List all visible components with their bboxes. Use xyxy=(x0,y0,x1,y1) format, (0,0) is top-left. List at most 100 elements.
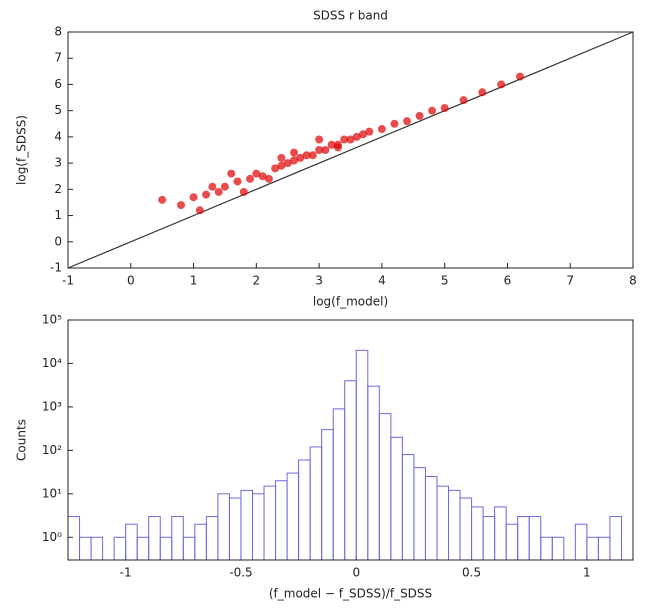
plot-frame xyxy=(67,319,634,561)
point xyxy=(277,161,286,170)
x-tick-label: -1 xyxy=(62,274,74,288)
histogram-bar xyxy=(90,536,104,561)
y-tick-label: 10² xyxy=(42,443,62,457)
histogram-bar xyxy=(263,485,277,561)
histogram-bar xyxy=(113,536,127,561)
histogram-bar xyxy=(413,467,426,561)
point xyxy=(214,187,223,196)
y-tick-label: -1 xyxy=(50,261,62,275)
point xyxy=(333,143,342,152)
histogram-bar xyxy=(390,436,403,561)
point xyxy=(315,135,324,144)
point xyxy=(264,174,273,183)
x-tick-label: 7 xyxy=(566,274,574,288)
point xyxy=(220,182,229,191)
histogram-bar xyxy=(321,429,334,561)
point xyxy=(258,172,267,181)
histogram-bar xyxy=(459,497,473,561)
x-axis-label: log(f_model) xyxy=(313,295,388,309)
x-tick-label: 6 xyxy=(504,274,512,288)
histogram-bar xyxy=(159,536,173,561)
point xyxy=(403,117,411,126)
histogram-bar xyxy=(436,485,450,561)
point xyxy=(346,135,355,144)
point xyxy=(315,146,324,154)
histogram-bar xyxy=(574,523,588,561)
y-tick-label: 10³ xyxy=(42,399,62,413)
point xyxy=(296,153,305,162)
point xyxy=(208,182,217,191)
histogram-bar xyxy=(286,472,300,561)
histogram-bar xyxy=(251,493,265,561)
point xyxy=(365,127,374,136)
y-tick-label: 1 xyxy=(54,208,62,222)
plot-frame xyxy=(67,31,634,269)
point xyxy=(283,159,292,168)
x-tick-label: -0.5 xyxy=(229,566,252,580)
histogram-bar xyxy=(482,516,496,561)
point xyxy=(239,187,248,196)
x-tick-label: 5 xyxy=(441,274,449,288)
histogram-bar xyxy=(275,480,288,561)
x-tick-label: 2 xyxy=(253,274,261,288)
y-tick-label: 7 xyxy=(54,51,62,65)
histogram-bar xyxy=(494,506,507,561)
y-tick-label: 4 xyxy=(54,129,62,143)
y-tick-label: 10⁵ xyxy=(42,313,62,327)
histogram-bar xyxy=(125,523,138,561)
point xyxy=(271,164,280,173)
point xyxy=(478,88,487,97)
y-tick-label: 5 xyxy=(54,103,62,117)
one-to-one-line xyxy=(67,31,634,269)
y-tick-label: 10⁴ xyxy=(42,356,62,370)
histogram-bar xyxy=(586,536,599,561)
point xyxy=(290,156,298,165)
histogram-bar xyxy=(424,476,438,561)
histogram-bar xyxy=(471,506,484,561)
point xyxy=(340,135,349,144)
histogram-bar xyxy=(205,516,219,561)
y-tick-label: 8 xyxy=(54,25,62,39)
point xyxy=(290,148,298,157)
histogram-bar xyxy=(148,516,161,561)
point xyxy=(327,140,336,149)
point xyxy=(158,195,167,204)
chart-title: SDSS r band xyxy=(313,9,388,23)
histogram-bar xyxy=(217,493,230,561)
histogram-bar xyxy=(517,516,530,561)
histogram-bar xyxy=(298,459,311,561)
point xyxy=(302,151,311,160)
histogram-bar xyxy=(344,380,357,561)
point xyxy=(377,125,386,134)
point xyxy=(321,146,330,154)
y-tick-label: 2 xyxy=(54,182,62,196)
histogram-bar xyxy=(378,413,392,561)
y-tick-label: 10¹ xyxy=(42,486,62,500)
histogram-bar xyxy=(367,385,380,561)
histogram-bar xyxy=(597,536,611,561)
histogram-bar xyxy=(355,349,369,561)
x-tick-label: 1 xyxy=(583,566,591,580)
point xyxy=(308,151,317,160)
histogram-bar xyxy=(228,497,242,561)
x-tick-label: 0 xyxy=(127,274,135,288)
x-tick-label: 8 xyxy=(629,274,637,288)
histogram-bar xyxy=(79,536,92,561)
y-tick-label: 6 xyxy=(54,77,62,91)
x-tick-label: 3 xyxy=(315,274,323,288)
point xyxy=(177,201,185,210)
x-tick-label: 4 xyxy=(378,274,386,288)
histogram-bar xyxy=(309,446,323,561)
point xyxy=(352,132,361,141)
histogram-bar xyxy=(240,489,253,561)
point xyxy=(516,72,524,81)
point xyxy=(189,193,198,202)
y-axis-label: Counts xyxy=(15,419,29,461)
x-tick-label: 0.5 xyxy=(462,566,481,580)
histogram-bar xyxy=(609,516,622,561)
point xyxy=(233,177,242,186)
x-axis-label: (f_model − f_SDSS)/f_SDSS xyxy=(269,587,432,601)
point xyxy=(277,153,286,162)
histogram-bar xyxy=(332,408,346,561)
